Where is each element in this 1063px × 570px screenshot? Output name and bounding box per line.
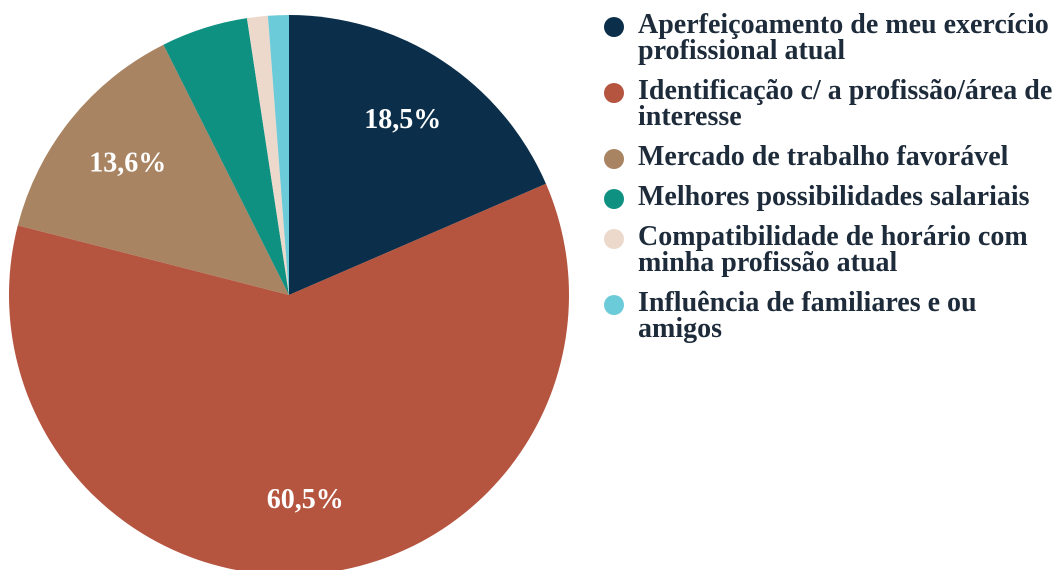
legend-marker [604,17,624,37]
legend: Aperfeiçoamento de meu exercício profiss… [604,9,1059,356]
legend-label: Influência de familiares e ou amigos [638,287,977,344]
data-label: 18,5% [364,104,441,135]
legend-item: Melhores possibilidades salariais [604,181,1059,212]
legend-item: Mercado de trabalho favorável [604,141,1059,172]
legend-marker [604,189,624,209]
data-label: 60,5% [267,484,344,515]
legend-item: Influência de familiares e ou amigos [604,287,1059,344]
legend-label: Compatibilidade de horário com minha pro… [638,221,1028,278]
legend-marker [604,229,624,249]
legend-label: Identificação c/ a profissão/área de int… [638,75,1053,132]
legend-item: Identificação c/ a profissão/área de int… [604,75,1059,132]
legend-marker [604,149,624,169]
legend-marker [604,83,624,103]
pie-slice [289,15,546,295]
legend-marker [604,295,624,315]
data-label: 13,6% [89,147,166,178]
legend-item: Aperfeiçoamento de meu exercício profiss… [604,9,1059,66]
pie-slice [9,183,569,570]
pie-slice [17,44,289,296]
legend-label: Melhores possibilidades salariais [638,181,1030,212]
chart: 18,5% 60,5% 13,6% [9,15,569,570]
pie-slice [163,18,289,295]
legend-item: Compatibilidade de horário com minha pro… [604,221,1059,278]
pie-slice [246,15,289,296]
legend-label: Mercado de trabalho favorável [638,141,1009,172]
pie-slice [267,15,289,295]
legend-label: Aperfeiçoamento de meu exercício profiss… [638,9,1049,66]
